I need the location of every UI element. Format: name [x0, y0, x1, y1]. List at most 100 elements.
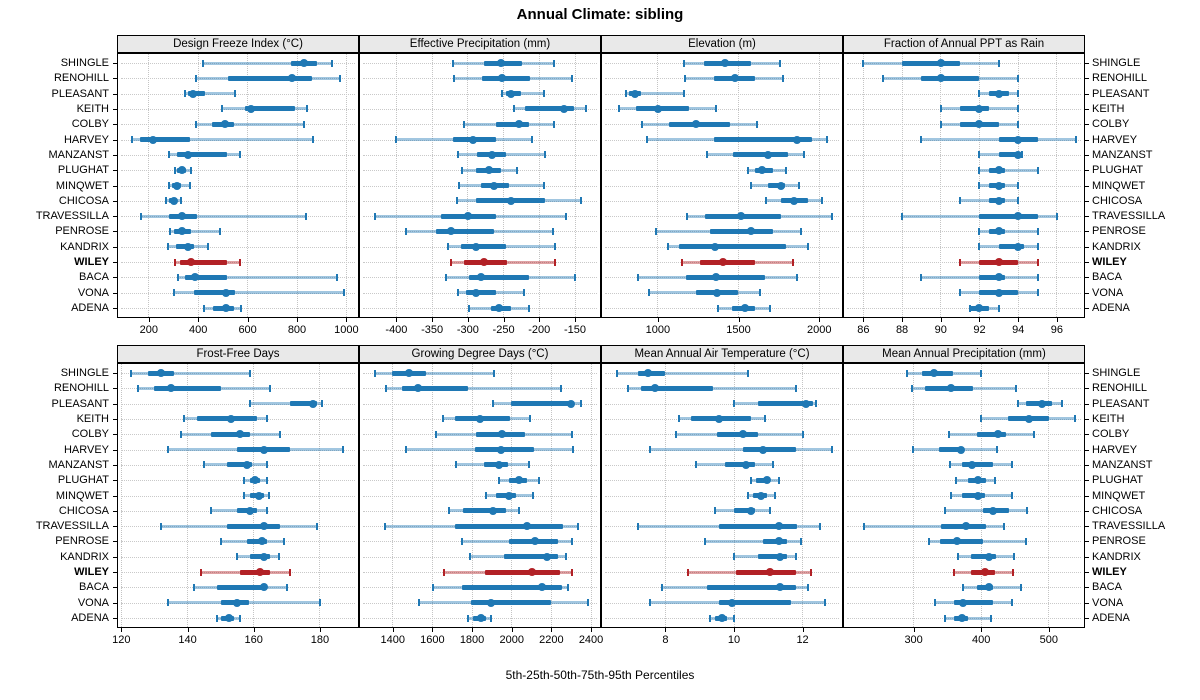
whisker-cap-low — [920, 136, 923, 144]
percentile-25-75-bar — [979, 213, 1038, 219]
y-axis-tick — [113, 434, 117, 436]
median-dot — [929, 369, 938, 377]
median-dot — [994, 89, 1003, 98]
percentile-25-75-bar — [240, 569, 271, 575]
y-axis-tick — [113, 541, 117, 543]
whisker-cap-low — [911, 384, 914, 392]
x-axis-tick — [198, 318, 200, 322]
horizontal-gridline — [605, 449, 839, 451]
median-dot — [172, 181, 181, 190]
median-dot — [747, 227, 756, 236]
percentile-25-75-bar — [482, 75, 530, 81]
whisker-cap-low — [948, 430, 951, 438]
whisker-cap-low — [959, 289, 962, 297]
station-label: WILEY — [1092, 256, 1127, 269]
horizontal-gridline — [121, 541, 355, 543]
x-axis-tick-label: 1400 — [380, 634, 405, 646]
percentile-25-75-bar — [713, 137, 813, 143]
median-dot — [233, 598, 242, 607]
median-dot — [718, 258, 727, 267]
horizontal-gridline — [121, 618, 355, 619]
station-label: PENROSE — [55, 535, 109, 548]
median-dot — [738, 430, 747, 439]
whisker-cap-low — [166, 243, 169, 251]
y-axis-tick — [113, 373, 117, 374]
station-label: KEITH — [1092, 412, 1125, 425]
whisker-cap-low — [209, 507, 212, 515]
median-dot — [981, 568, 990, 577]
station-label: HARVEY — [63, 443, 109, 456]
y-axis-tick — [113, 403, 117, 405]
whisker-cap-low — [443, 568, 446, 576]
whisker-cap-high — [803, 151, 806, 159]
whisker-cap-low — [457, 182, 460, 189]
x-axis-tick-label: 180 — [310, 634, 330, 646]
percentile-5-95-line — [864, 524, 1004, 528]
station-label: KANDRIX — [60, 240, 109, 253]
station-label: TRAVESSILLA — [35, 520, 109, 533]
whisker-cap-low — [681, 258, 684, 266]
whisker-cap-low — [242, 476, 245, 484]
whisker-cap-low — [684, 74, 687, 82]
median-dot — [776, 181, 785, 190]
x-axis-tick-label: -300 — [456, 324, 479, 336]
whisker-cap-high — [267, 492, 270, 499]
percentile-5-95-line — [141, 214, 306, 218]
x-axis-tick-label: 120 — [112, 634, 131, 646]
whisker-cap-low — [939, 120, 942, 128]
station-label: PENROSE — [1092, 535, 1146, 548]
whisker-cap-low — [404, 227, 407, 235]
median-dot — [737, 212, 746, 221]
whisker-cap-low — [451, 59, 454, 67]
x-axis-tick-label: 800 — [287, 324, 307, 336]
panel-plot-area — [843, 363, 1085, 628]
panel-title: Design Freeze Index (°C) — [173, 38, 303, 50]
whisker-cap-low — [160, 522, 163, 530]
horizontal-gridline — [847, 277, 1081, 279]
whisker-cap-low — [709, 614, 711, 622]
median-dot — [166, 384, 175, 393]
percentile-25-75-bar — [706, 584, 796, 590]
percentile-5-95-line — [617, 371, 748, 375]
horizontal-gridline — [605, 464, 839, 466]
whisker-cap-high — [277, 553, 280, 561]
whisker-cap-high — [1036, 243, 1039, 251]
whisker-cap-high — [1055, 212, 1058, 220]
whisker-cap-low — [130, 136, 133, 144]
station-label: MINQWET — [1092, 489, 1146, 502]
whisker-cap-high — [682, 90, 685, 98]
whisker-cap-high — [543, 182, 546, 189]
percentile-25-75-bar — [484, 569, 561, 575]
whisker-cap-high — [572, 446, 575, 454]
horizontal-gridline — [847, 200, 1081, 202]
horizontal-gridline — [121, 277, 355, 279]
median-dot — [802, 399, 810, 408]
median-dot — [543, 552, 552, 561]
percentile-5-95-line — [131, 138, 314, 142]
median-dot — [994, 166, 1003, 175]
station-label: COLBY — [1092, 118, 1130, 131]
horizontal-gridline — [847, 292, 1081, 294]
station-label: SHINGLE — [60, 57, 109, 69]
whisker-cap-low — [750, 476, 753, 484]
median-dot — [1014, 135, 1023, 144]
whisker-cap-low — [461, 166, 464, 174]
horizontal-gridline — [121, 403, 355, 405]
x-axis-tick-label: 88 — [895, 324, 909, 336]
median-dot — [222, 304, 231, 312]
median-dot — [177, 227, 186, 236]
whisker-cap-high — [1002, 522, 1005, 530]
median-dot — [714, 414, 723, 423]
whisker-cap-high — [315, 522, 318, 530]
station-label: VONA — [77, 596, 109, 609]
percentile-25-75-bar — [227, 462, 253, 468]
whisker-cap-low — [750, 182, 753, 189]
horizontal-gridline — [363, 108, 597, 110]
x-axis-tick-label: 1000 — [334, 324, 359, 336]
panel-title: Elevation (m) — [688, 38, 756, 50]
whisker-cap-high — [585, 105, 588, 113]
whisker-cap-low — [173, 289, 176, 297]
whisker-cap-high — [1017, 105, 1020, 113]
station-label: COLBY — [1092, 428, 1130, 441]
median-dot — [975, 304, 984, 312]
